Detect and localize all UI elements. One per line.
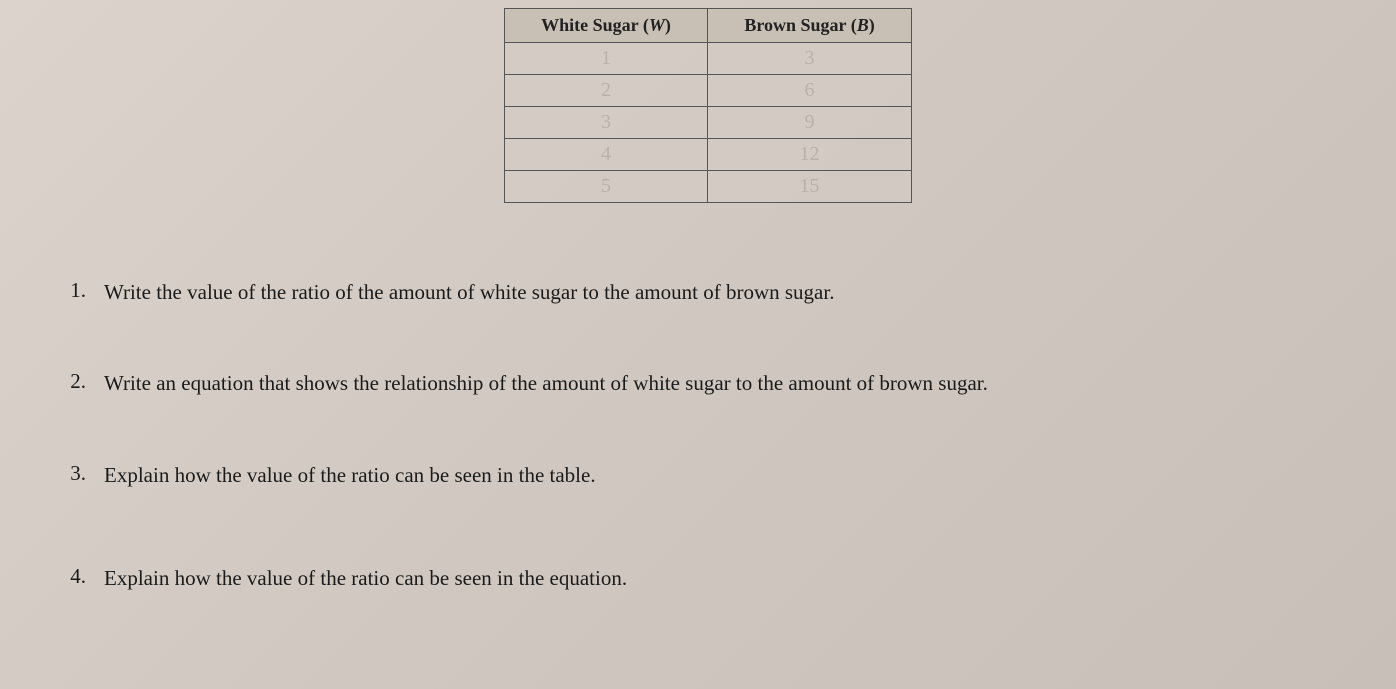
question-1: 1. Write the value of the ratio of the a… [60, 278, 1376, 307]
header-text: Brown Sugar ( [744, 15, 856, 35]
cell-b: 15 [708, 171, 912, 203]
question-number: 3. [60, 461, 104, 486]
question-4: 4. Explain how the value of the ratio ca… [60, 564, 1376, 593]
question-text: Explain how the value of the ratio can b… [104, 564, 1376, 593]
question-2: 2. Write an equation that shows the rela… [60, 369, 1376, 398]
worksheet-page: White Sugar (W) Brown Sugar (B) 1 3 2 6 [0, 0, 1396, 689]
cell-b: 6 [708, 75, 912, 107]
cell-b: 9 [708, 107, 912, 139]
table-row: 4 12 [505, 139, 912, 171]
cell-b: 3 [708, 43, 912, 75]
table-row: 1 3 [505, 43, 912, 75]
header-text: White Sugar ( [541, 15, 649, 35]
header-var-w: W [649, 15, 665, 35]
header-text: ) [869, 15, 875, 35]
sugar-table-container: White Sugar (W) Brown Sugar (B) 1 3 2 6 [504, 8, 912, 203]
question-text: Write an equation that shows the relatio… [104, 369, 1376, 398]
questions-list: 1. Write the value of the ratio of the a… [60, 278, 1376, 582]
header-var-b: B [857, 15, 869, 35]
cell-w: 4 [505, 139, 708, 171]
header-text: ) [665, 15, 671, 35]
table-row: 3 9 [505, 107, 912, 139]
cell-w: 2 [505, 75, 708, 107]
question-number: 4. [60, 564, 104, 589]
header-brown-sugar: Brown Sugar (B) [708, 9, 912, 43]
cell-b: 12 [708, 139, 912, 171]
question-text: Explain how the value of the ratio can b… [104, 461, 1376, 490]
table-header-row: White Sugar (W) Brown Sugar (B) [505, 9, 912, 43]
cell-w: 1 [505, 43, 708, 75]
table-row: 5 15 [505, 171, 912, 203]
cell-w: 5 [505, 171, 708, 203]
header-white-sugar: White Sugar (W) [505, 9, 708, 43]
question-number: 1. [60, 278, 104, 303]
sugar-ratio-table: White Sugar (W) Brown Sugar (B) 1 3 2 6 [504, 8, 912, 203]
table-row: 2 6 [505, 75, 912, 107]
question-number: 2. [60, 369, 104, 394]
question-3: 3. Explain how the value of the ratio ca… [60, 461, 1376, 490]
cell-w: 3 [505, 107, 708, 139]
question-text: Write the value of the ratio of the amou… [104, 278, 1376, 307]
